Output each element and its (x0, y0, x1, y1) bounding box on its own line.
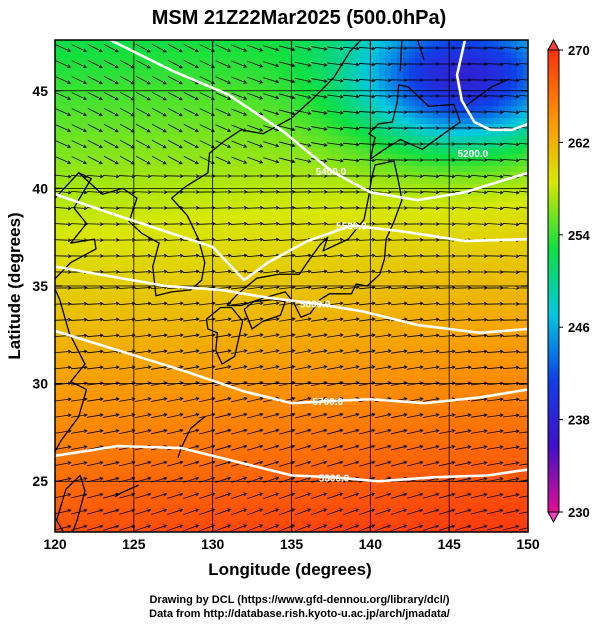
contour-label-5700: 5700.0 (312, 397, 343, 408)
contour-5400 (109, 40, 528, 202)
y-tick-label: 30 (32, 376, 48, 392)
contour-label-5800: 5800.0 (319, 473, 350, 484)
y-tick-label: 40 (32, 180, 48, 196)
contour-label-5600: 5600.0 (300, 300, 331, 311)
contour-5800 (55, 444, 528, 483)
colorbar-tick-label: 262 (568, 135, 590, 150)
credit-data: Data from http://database.rish.kyoto-u.a… (149, 608, 450, 620)
colorbar-max-arrow (547, 38, 560, 51)
map-title: MSM 21Z22Mar2025 (500.0hPa) (152, 7, 447, 29)
colorbar-tick-label: 238 (568, 413, 590, 428)
colorbar-bar (547, 49, 560, 513)
contour-label-5500: 5500.0 (336, 221, 367, 232)
colorbar: 270 262 254 246 238 230 (547, 38, 590, 524)
y-tick-label: 25 (32, 473, 48, 489)
y-tick-label: 35 (32, 278, 48, 294)
y-axis-label: Latitude (degrees) (5, 212, 24, 359)
contour-5200 (455, 40, 528, 132)
colorbar-tick-label: 246 (568, 320, 590, 335)
x-tick-label: 140 (359, 536, 383, 552)
contour-5500 (55, 193, 528, 282)
height-contours: 5200.0 5400.0 5500.0 5600.0 5700.0 5800.0 (55, 40, 528, 484)
x-tick-label: 120 (43, 536, 67, 552)
colorbar-tick-label: 254 (568, 228, 590, 243)
x-tick-label: 145 (437, 536, 461, 552)
colorbar-min-arrow (547, 511, 560, 524)
colorbar-tick-label: 230 (568, 505, 590, 520)
contour-label-5200: 5200.0 (458, 149, 489, 160)
y-tick-label: 45 (32, 83, 48, 99)
contour-5700 (55, 329, 528, 405)
contour-label-5400: 5400.0 (316, 167, 347, 178)
lat-lon-grid (55, 40, 528, 532)
x-tick-label: 150 (516, 536, 540, 552)
map-plot-area: 5200.0 5400.0 5500.0 5600.0 5700.0 5800.0 (55, 40, 528, 532)
x-axis: 120 125 130 135 140 145 150 (43, 40, 540, 552)
credit-drawing: Drawing by DCL (https://www.gfd-dennou.o… (149, 594, 450, 606)
colorbar-ticks: 270 262 254 246 238 230 (559, 43, 590, 520)
x-tick-label: 125 (122, 536, 146, 552)
colorbar-tick-label: 270 (568, 43, 590, 58)
x-tick-label: 135 (280, 536, 304, 552)
x-tick-label: 130 (201, 536, 225, 552)
contour-5600 (55, 265, 528, 335)
x-axis-label: Longitude (degrees) (208, 560, 371, 579)
y-axis: 25 30 35 40 45 (32, 83, 528, 489)
